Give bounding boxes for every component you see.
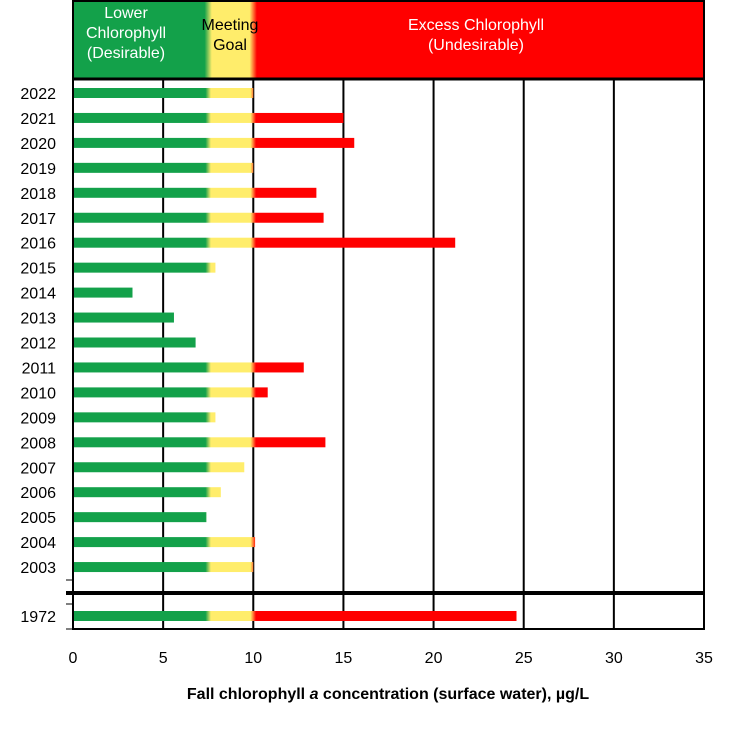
bar-2018 bbox=[74, 187, 317, 198]
x-tick-labels: 0 5 10 15 20 25 30 35 bbox=[69, 650, 713, 667]
bar-2016 bbox=[74, 237, 456, 248]
y-tick-label-2018: 2018 bbox=[20, 186, 56, 203]
bar-2019 bbox=[74, 162, 254, 173]
x-tick-label-15: 15 bbox=[335, 650, 353, 667]
x-axis-label-before: Fall chlorophyll bbox=[186, 686, 310, 703]
bar-2010 bbox=[74, 387, 268, 398]
bar-2014 bbox=[74, 287, 133, 298]
zone-label-0-line-1: Chlorophyll bbox=[86, 25, 166, 42]
bar-2020 bbox=[74, 137, 355, 148]
x-tick-label-25: 25 bbox=[515, 650, 533, 667]
y-tick-label-2021: 2021 bbox=[20, 111, 56, 128]
x-tick-label-0: 0 bbox=[69, 650, 78, 667]
y-tick-label-2013: 2013 bbox=[20, 311, 56, 328]
y-tick-label-2022: 2022 bbox=[20, 86, 56, 103]
x-tick-label-20: 20 bbox=[425, 650, 443, 667]
y-tick-label-2020: 2020 bbox=[20, 136, 56, 153]
bar-2005 bbox=[74, 512, 207, 523]
bar-2004 bbox=[74, 537, 256, 548]
y-tick-label-2012: 2012 bbox=[20, 336, 56, 353]
plot-frame bbox=[66, 0, 705, 630]
y-tick-label-2007: 2007 bbox=[20, 460, 56, 477]
bar-2006 bbox=[74, 487, 221, 498]
bar-1972 bbox=[74, 611, 517, 621]
zone-band: Lower Chlorophyll (Desirable) Meeting Goal Ex… bbox=[73, 1, 704, 79]
bar-2008 bbox=[74, 437, 326, 448]
x-tick-label-5: 5 bbox=[159, 650, 168, 667]
zone-label-0-line-0: Lower bbox=[104, 5, 148, 22]
bar-2013 bbox=[74, 312, 174, 323]
zone-label-1-line-0: Meeting bbox=[202, 17, 259, 34]
y-tick-label-2011: 2011 bbox=[22, 360, 57, 377]
zone-label-0-line-2: (Desirable) bbox=[87, 45, 165, 62]
y-tick-label-2009: 2009 bbox=[20, 410, 56, 427]
bars bbox=[74, 88, 517, 621]
y-tick-label-2015: 2015 bbox=[20, 261, 56, 278]
bar-2012 bbox=[74, 337, 196, 348]
y-tick-label-2016: 2016 bbox=[20, 236, 56, 253]
y-tick-label-1972: 1972 bbox=[20, 609, 56, 626]
y-tick-labels: 2022 2021 2020 2019 2018 2017 2016 2015 2014 2013… bbox=[20, 86, 56, 626]
x-axis-label: Fall chlorophyll a concentration (surfac… bbox=[0, 686, 748, 704]
x-tick-label-30: 30 bbox=[605, 650, 623, 667]
bar-2021 bbox=[74, 112, 344, 123]
x-axis-label-after: concentration (surface water), µg/L bbox=[318, 686, 590, 703]
bar-2011 bbox=[74, 362, 304, 373]
y-tick-label-2019: 2019 bbox=[20, 161, 56, 178]
zone-label-1-line-1: Goal bbox=[213, 37, 247, 54]
x-tick-label-35: 35 bbox=[695, 650, 713, 667]
bar-2003 bbox=[74, 562, 254, 573]
bar-2009 bbox=[74, 412, 216, 423]
zone-label-2-line-1: (Undesirable) bbox=[428, 37, 524, 54]
y-tick-label-2004: 2004 bbox=[20, 535, 56, 552]
y-tick-label-2010: 2010 bbox=[20, 385, 56, 402]
y-tick-label-2006: 2006 bbox=[20, 485, 56, 502]
y-tick-label-2014: 2014 bbox=[20, 286, 56, 303]
bar-2022 bbox=[74, 88, 254, 98]
x-tick-label-10: 10 bbox=[244, 650, 262, 667]
zone-band-fill bbox=[73, 1, 704, 79]
y-tick-label-2017: 2017 bbox=[20, 211, 56, 228]
zone-label-2-line-0: Excess Chlorophyll bbox=[408, 17, 544, 34]
y-tick-label-2005: 2005 bbox=[20, 510, 56, 527]
x-axis-label-italic: a bbox=[309, 686, 319, 703]
bar-2017 bbox=[74, 212, 324, 223]
bar-2015 bbox=[74, 262, 216, 273]
y-tick-label-2008: 2008 bbox=[20, 435, 56, 452]
y-tick-label-2003: 2003 bbox=[20, 560, 56, 577]
bar-2007 bbox=[74, 462, 245, 473]
plot-border bbox=[72, 0, 705, 630]
